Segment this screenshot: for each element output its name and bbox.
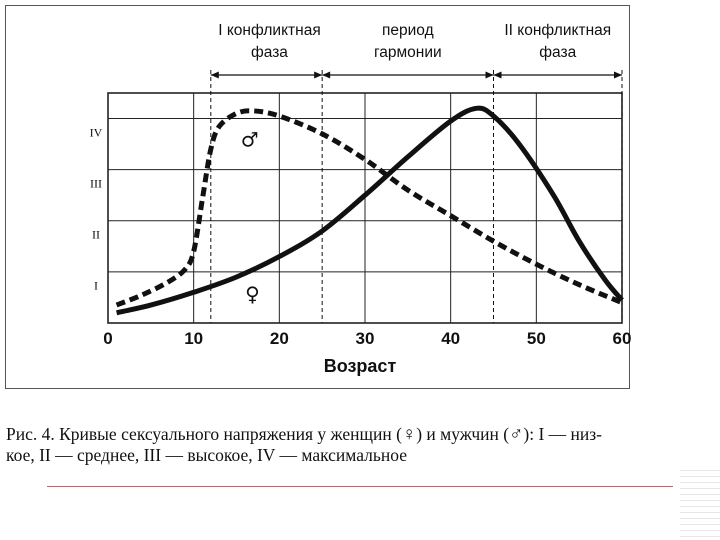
- phase-label: период: [382, 22, 434, 39]
- male-symbol-icon: ♂: [509, 424, 524, 445]
- y-level-label: I: [94, 279, 98, 293]
- male-curve: [115, 108, 623, 308]
- female-curve: [116, 105, 624, 316]
- phase-label: II конфликтная: [504, 22, 611, 39]
- phase-arrow-head-left: [322, 71, 331, 79]
- x-axis-label: Возраст: [324, 356, 397, 376]
- phase-label: I конфликтная: [218, 22, 321, 39]
- x-tick-label: 30: [356, 329, 375, 348]
- x-tick-label: 60: [613, 329, 632, 348]
- decorative-stripes: [680, 470, 720, 540]
- caption-text-1: Рис. 4. Кривые сексуального напряжения у…: [6, 424, 402, 444]
- male-series-label: ♂: [241, 128, 259, 152]
- divider-line: [47, 486, 673, 487]
- caption-line-2: кое, II — среднее, III — высокое, IV — м…: [6, 445, 407, 465]
- caption-text-3: ): I — низ-: [523, 424, 602, 444]
- phase-label: фаза: [539, 44, 576, 61]
- phase-arrow-head-left: [210, 71, 219, 79]
- caption-text-2: ) и мужчин (: [416, 424, 510, 444]
- y-level-label: II: [92, 228, 100, 242]
- y-level-label: IV: [90, 125, 103, 139]
- y-level-label: III: [90, 176, 102, 190]
- x-tick-label: 20: [270, 329, 289, 348]
- female-series-label: ♀: [245, 282, 260, 306]
- figure-caption: Рис. 4. Кривые сексуального напряжения у…: [6, 424, 706, 465]
- x-tick-label: 40: [441, 329, 460, 348]
- figure-frame: [5, 5, 630, 389]
- x-tick-label: 10: [184, 329, 203, 348]
- phase-arrow-head-right: [485, 71, 494, 79]
- x-tick-label: 50: [527, 329, 546, 348]
- phase-arrow-head-right: [614, 71, 622, 79]
- female-symbol-icon: ♀: [401, 424, 417, 445]
- phase-arrow-head-left: [493, 71, 502, 79]
- phase-arrow-head-right: [314, 71, 323, 79]
- x-tick-label: 0: [103, 329, 112, 348]
- phase-label: фаза: [251, 44, 288, 61]
- caption-line-1: Рис. 4. Кривые сексуального напряжения у…: [6, 424, 706, 445]
- phase-label: гармонии: [374, 44, 442, 61]
